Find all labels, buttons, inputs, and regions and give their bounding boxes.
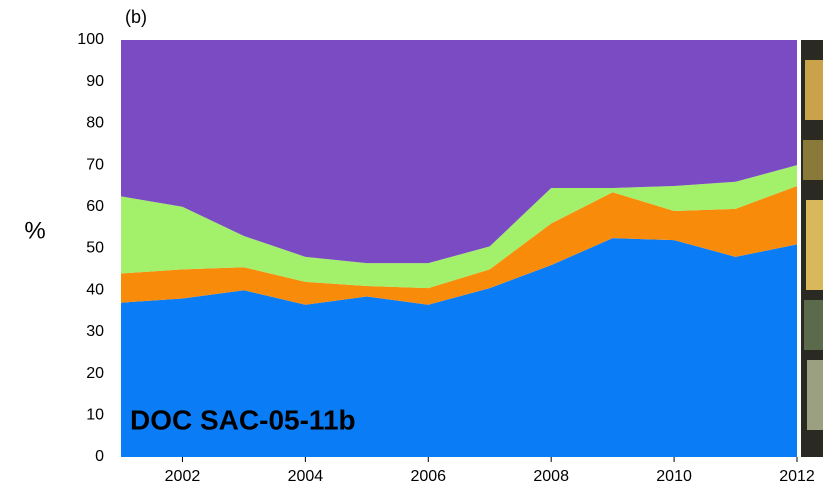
y-tick-label: 90 <box>86 73 104 90</box>
photo <box>801 40 823 457</box>
y-tick-label: 100 <box>77 31 104 48</box>
panel-label: (b) <box>125 7 147 27</box>
chart: (b) % DOC SAC-05-11b 0 10 20 30 40 50 60 70 80 90… <box>0 0 823 496</box>
y-tick-label: 40 <box>86 281 104 298</box>
y-tick-label: 30 <box>86 323 104 340</box>
x-tick-label: 2002 <box>165 468 201 485</box>
y-tick-label: 10 <box>86 407 104 424</box>
y-tick-label: 80 <box>86 115 104 132</box>
y-axis-label: % <box>24 217 45 244</box>
y-tick-label: 70 <box>86 156 104 173</box>
y-tick-label: 60 <box>86 198 104 215</box>
y-tick-label: 50 <box>86 240 104 257</box>
annotation: DOC SAC-05-11b <box>130 404 356 435</box>
x-tick-label: 2010 <box>656 468 692 485</box>
y-tick-label: 0 <box>95 448 104 465</box>
x-tick-label: 2008 <box>533 468 569 485</box>
y-tick-label: 20 <box>86 365 104 382</box>
x-tick-label: 2012 <box>779 468 815 485</box>
x-tick-label: 2006 <box>410 468 446 485</box>
plot-area <box>121 40 797 457</box>
x-tick-label: 2004 <box>288 468 324 485</box>
